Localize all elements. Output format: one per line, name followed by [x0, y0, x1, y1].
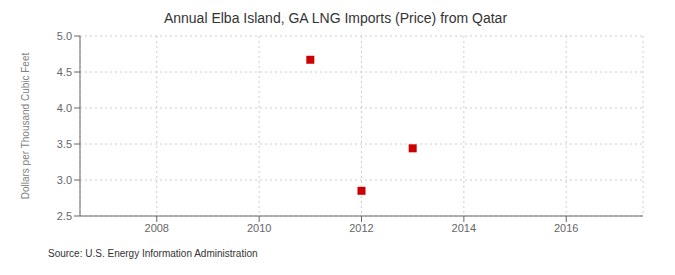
svg-text:5.0: 5.0: [57, 30, 72, 42]
svg-text:2010: 2010: [247, 222, 271, 234]
svg-text:4.5: 4.5: [57, 66, 72, 78]
svg-text:4.0: 4.0: [57, 102, 72, 114]
html-text:Annual Elba Island, GA LNG Imp: Annual Elba Island, GA LNG Imports (Pric…: [163, 10, 508, 26]
svg-text:2016: 2016: [554, 222, 578, 234]
svg-text:2.5: 2.5: [57, 210, 72, 222]
svg-text:3.5: 3.5: [57, 138, 72, 150]
html-text:Source: U.S. Energy Informatio: Source: U.S. Energy Information Administ…: [48, 248, 258, 259]
svg-text:2012: 2012: [349, 222, 373, 234]
svg-text:2008: 2008: [145, 222, 169, 234]
svg-text:Dollars per Thousand Cubic Fee: Dollars per Thousand Cubic Feet: [20, 53, 31, 200]
svg-text:2014: 2014: [452, 222, 476, 234]
svg-text:3.0: 3.0: [57, 174, 72, 186]
